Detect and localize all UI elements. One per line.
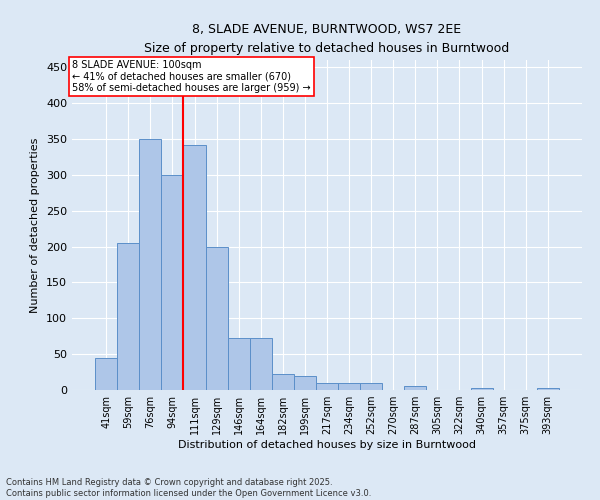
Bar (161, 175, 184, 390)
Bar (272, 374, 294, 390)
Text: Contains HM Land Registry data © Crown copyright and database right 2025.
Contai: Contains HM Land Registry data © Crown c… (6, 478, 371, 498)
Bar (294, 376, 316, 390)
Bar (338, 383, 360, 390)
Bar (404, 386, 427, 390)
Bar (117, 243, 139, 390)
Title: 8, SLADE AVENUE, BURNTWOOD, WS7 2EE
Size of property relative to detached houses: 8, SLADE AVENUE, BURNTWOOD, WS7 2EE Size… (145, 22, 509, 54)
Bar (184, 144, 206, 390)
Bar (360, 383, 382, 390)
Text: 8 SLADE AVENUE: 100sqm
← 41% of detached houses are smaller (670)
58% of semi-de: 8 SLADE AVENUE: 100sqm ← 41% of detached… (72, 60, 311, 93)
Bar (139, 139, 161, 390)
Bar (316, 383, 338, 390)
Bar (227, 338, 250, 390)
Bar (537, 388, 559, 390)
Bar (95, 358, 117, 390)
Bar (250, 338, 272, 390)
Bar (206, 246, 227, 390)
X-axis label: Distribution of detached houses by size in Burntwood: Distribution of detached houses by size … (178, 440, 476, 450)
Y-axis label: Number of detached properties: Number of detached properties (31, 138, 40, 312)
Bar (470, 388, 493, 390)
